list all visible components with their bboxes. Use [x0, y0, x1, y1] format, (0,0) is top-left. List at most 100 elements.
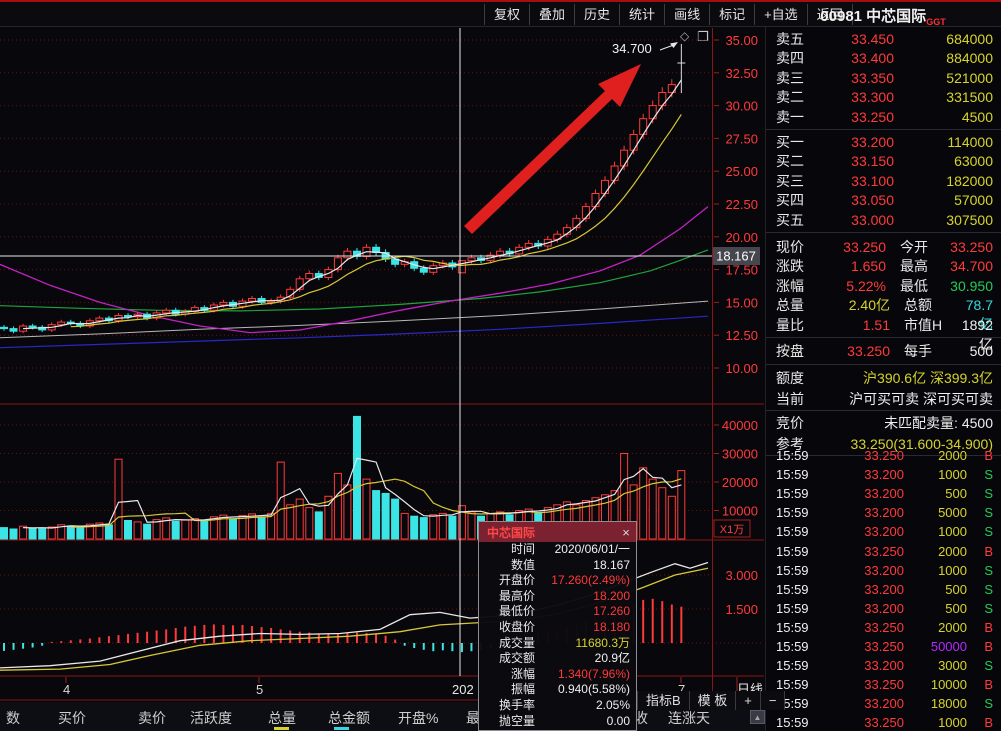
tooltip-label: 开盘价 [498, 573, 535, 588]
transaction-row-8[interactable]: 15:59 33.200 500 S [766, 599, 1001, 618]
bid-price: 33.200 [851, 134, 894, 150]
close-icon[interactable]: × [622, 524, 630, 540]
bid-row-2[interactable]: 买二 33.150 63000 [766, 152, 1001, 171]
mini-toolbar-item-1[interactable]: 模 板 [688, 691, 736, 710]
bottom-tab-4[interactable]: 总量 [268, 710, 296, 726]
transaction-row-3[interactable]: 15:59 33.200 5000 S [766, 503, 1001, 522]
info-label: 涨跌 [776, 258, 804, 275]
bottom-tab-2[interactable]: 卖价 [138, 710, 166, 726]
transaction-row-7[interactable]: 15:59 33.200 500 S [766, 580, 1001, 599]
tooltip-label: 成交额 [498, 651, 535, 666]
mini-toolbar-item-3[interactable]: − [759, 691, 786, 710]
bottom-tab-7[interactable]: 最 [466, 710, 480, 726]
svg-text:30000: 30000 [722, 447, 758, 462]
board-label: 按盘 [776, 343, 804, 359]
stock-title: 00981 中芯国际GGT [765, 5, 1001, 27]
ask-row-5[interactable]: 卖五 33.450 684000 [766, 30, 1001, 49]
tab-active-mark-4 [274, 727, 289, 730]
stock-title-text: 00981 中芯国际 [820, 8, 927, 25]
toolbar-button-6[interactable]: +自选 [754, 4, 807, 25]
auction-label: 参考 [776, 435, 804, 452]
transaction-row-10[interactable]: 15:59 33.250 50000 B [766, 637, 1001, 656]
scroll-up-button[interactable]: ▲ [750, 710, 765, 724]
toolbar-button-3[interactable]: 统计 [619, 4, 664, 25]
bottom-tab-0[interactable]: 数 [6, 710, 20, 726]
quota-row-1: 当前 沪可买可卖 深可买可卖 [766, 389, 1001, 409]
tx-volume: 18000 [930, 696, 967, 712]
auction-row-0: 竞价 未匹配卖量: 4500 [766, 413, 1001, 433]
ask-price: 33.400 [851, 50, 894, 67]
mini-toolbar-item-0[interactable]: 指标B [637, 691, 689, 710]
bid-row-5[interactable]: 买五 33.000 307500 [766, 211, 1001, 230]
transaction-row-0[interactable]: 15:59 33.250 2000 B [766, 446, 1001, 465]
toolbar-button-2[interactable]: 历史 [574, 4, 619, 25]
bottom-tab-5[interactable]: 总金额 [328, 710, 370, 726]
ask-volume: 331500 [946, 89, 993, 106]
crosshair-price-label: 18.167 [716, 249, 756, 264]
ask-row-3[interactable]: 卖三 33.350 521000 [766, 69, 1001, 88]
info-label: 今开 [900, 239, 928, 255]
bid-volume: 114000 [947, 134, 993, 150]
quote-panel: 卖五 33.450 684000 卖四 33.400 884000 卖三 33.350 5210… [765, 27, 1001, 731]
mini-toolbar-item-2[interactable]: + [735, 691, 760, 710]
transaction-row-5[interactable]: 15:59 33.250 2000 B [766, 542, 1001, 561]
tooltip-row-6: 成交量 11680.3万 [479, 636, 636, 652]
svg-text:3.000: 3.000 [725, 568, 758, 583]
tx-volume: 1000 [938, 562, 967, 578]
transaction-row-13[interactable]: 15:59 33.200 18000 S [766, 694, 1001, 713]
tx-volume: 2000 [938, 448, 967, 463]
ask-row-2[interactable]: 卖二 33.300 331500 [766, 88, 1001, 107]
svg-text:4: 4 [63, 682, 70, 697]
tooltip-header[interactable]: 中芯国际 × [479, 522, 636, 542]
tx-time: 15:59 [776, 619, 809, 635]
bottom-tab-1[interactable]: 买价 [58, 710, 86, 726]
toolbar-button-4[interactable]: 画线 [664, 4, 709, 25]
bid-price: 33.050 [851, 192, 894, 209]
transaction-row-14[interactable]: 15:59 33.250 1000 B [766, 713, 1001, 731]
transaction-row-12[interactable]: 15:59 33.250 10000 B [766, 675, 1001, 694]
transaction-row-4[interactable]: 15:59 33.200 1000 S [766, 522, 1001, 541]
toolbar-button-5[interactable]: 标记 [709, 4, 754, 25]
info-label: 现价 [776, 239, 804, 255]
bid-volume: 63000 [954, 153, 993, 170]
tx-side: S [984, 581, 993, 597]
info-label: 最低 [900, 277, 928, 294]
svg-text:27.50: 27.50 [725, 131, 758, 146]
tx-volume: 2000 [938, 543, 967, 559]
crosshair[interactable]: 18.167 [0, 28, 760, 676]
toolbar-button-1[interactable]: 叠加 [529, 4, 574, 25]
bid-row-4[interactable]: 买四 33.050 57000 [766, 191, 1001, 210]
candlestick-chart[interactable]: 35.00 32.50 30.00 27.50 25.00 22.50 20.00 17.50… [0, 27, 764, 731]
transaction-row-6[interactable]: 15:59 33.200 1000 S [766, 561, 1001, 580]
info-value: 30.950 [950, 277, 993, 294]
marker-diamond-icon[interactable]: ◇ [680, 29, 690, 43]
bottom-tab-6[interactable]: 开盘% [398, 710, 439, 726]
tx-side: S [984, 600, 993, 616]
bid-row-3[interactable]: 买三 33.100 182000 [766, 172, 1001, 191]
bottom-tab-9[interactable]: 连涨天 [668, 710, 710, 726]
transaction-row-11[interactable]: 15:59 33.200 3000 S [766, 656, 1001, 675]
quota-value: 沪可买可卖 深可买可卖 [849, 390, 993, 407]
toolbar-button-7[interactable]: 返回 [806, 4, 853, 25]
tooltip-row-3: 最高价 18.200 [479, 589, 636, 605]
svg-text:1.500: 1.500 [725, 602, 758, 617]
ask-row-4[interactable]: 卖四 33.400 884000 [766, 49, 1001, 68]
tx-price: 33.200 [864, 562, 904, 578]
transaction-row-1[interactable]: 15:59 33.200 1000 S [766, 465, 1001, 484]
transaction-row-2[interactable]: 15:59 33.200 500 S [766, 484, 1001, 503]
bottom-tab-8[interactable]: 收 [634, 710, 648, 726]
svg-text:12.50: 12.50 [725, 328, 758, 343]
transaction-row-9[interactable]: 15:59 33.250 2000 B [766, 618, 1001, 637]
ask-label: 卖三 [776, 69, 804, 86]
ask-price: 33.300 [851, 89, 894, 106]
tooltip-value: 17.260 [593, 604, 630, 619]
bottom-tab-3[interactable]: 活跃度 [190, 710, 232, 726]
toolbar-button-0[interactable]: 复权 [484, 4, 529, 25]
ask-price: 33.350 [851, 69, 894, 86]
trend-arrow-annotation[interactable] [464, 64, 641, 234]
window-icon[interactable]: ❐ [697, 29, 709, 44]
ask-row-1[interactable]: 卖一 33.250 4500 [766, 108, 1001, 127]
lot-label: 每手 [904, 343, 932, 359]
bid-row-1[interactable]: 买一 33.200 114000 [766, 133, 1001, 152]
quota-label: 额度 [776, 370, 804, 386]
